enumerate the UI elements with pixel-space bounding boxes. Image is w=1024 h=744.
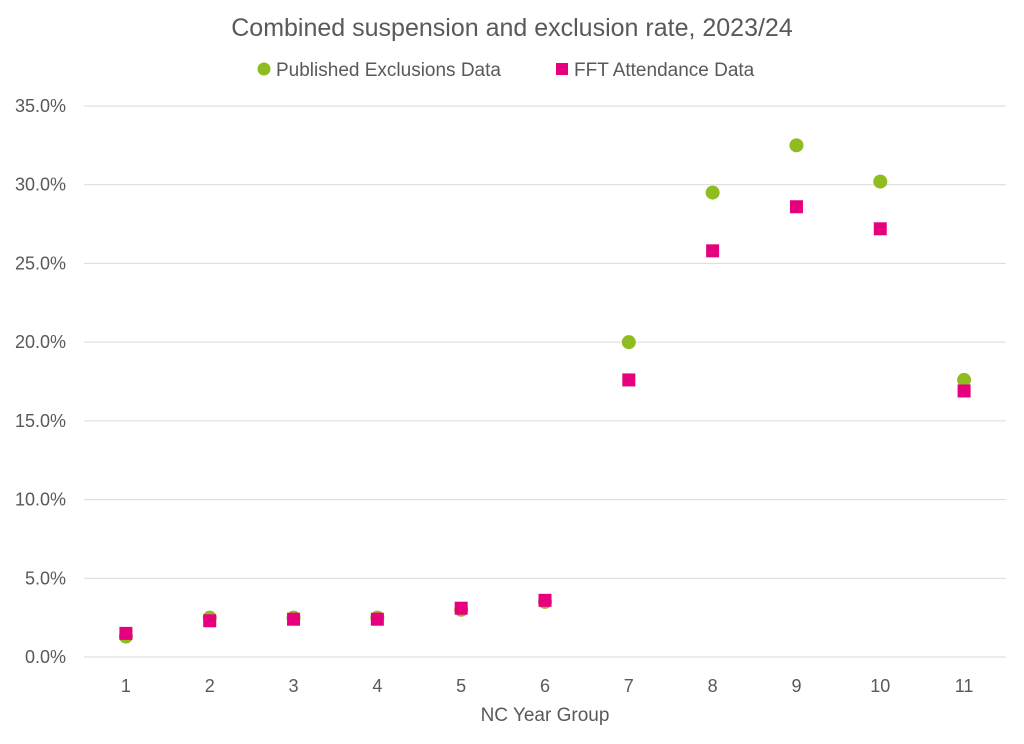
x-tick-label: 1 [121, 676, 131, 696]
x-tick-label: 3 [289, 676, 299, 696]
data-point-square [370, 612, 384, 626]
data-point-circle [957, 372, 972, 387]
data-point-square [622, 373, 636, 387]
x-tick-label: 10 [870, 676, 890, 696]
y-tick-label: 30.0% [15, 175, 66, 195]
y-tick-label: 15.0% [15, 411, 66, 431]
y-tick-label: 5.0% [25, 568, 66, 588]
data-point-circle [789, 138, 804, 153]
data-point-square [706, 244, 720, 258]
legend-label-published: Published Exclusions Data [276, 60, 501, 81]
data-point-circle [873, 174, 888, 189]
data-point-square [873, 222, 887, 236]
data-point-square [287, 612, 301, 626]
y-tick-label: 25.0% [15, 253, 66, 273]
y-tick-label: 0.0% [25, 647, 66, 667]
x-tick-label: 2 [205, 676, 215, 696]
data-point-circle [621, 335, 636, 350]
legend-marker-published [257, 62, 271, 76]
y-tick-label: 10.0% [15, 490, 66, 510]
data-point-circle [705, 185, 720, 200]
legend-label-fft: FFT Attendance Data [574, 60, 755, 81]
x-axis-title: NC Year Group [481, 705, 610, 726]
x-tick-label: 5 [456, 676, 466, 696]
legend: Published Exclusions Data FFT Attendance… [257, 60, 755, 81]
x-axis-ticks: 1 2 3 4 5 6 7 8 9 10 11 [121, 676, 974, 696]
data-point-square [454, 601, 468, 615]
data-point-square [957, 384, 971, 398]
x-tick-label: 11 [955, 676, 974, 696]
series-fft-attendance [119, 200, 971, 640]
data-point-square [538, 593, 552, 607]
x-tick-label: 8 [708, 676, 718, 696]
x-tick-label: 6 [540, 676, 550, 696]
x-tick-label: 7 [624, 676, 634, 696]
x-tick-label: 4 [372, 676, 382, 696]
chart-title: Combined suspension and exclusion rate, … [231, 14, 793, 42]
x-tick-label: 9 [791, 676, 801, 696]
series-published-exclusions [118, 138, 972, 644]
data-point-square [203, 614, 217, 628]
y-axis-ticks: 0.0% 5.0% 10.0% 15.0% 20.0% 25.0% 30.0% 35.0% [15, 96, 66, 667]
data-point-square [789, 200, 803, 214]
gridlines [84, 105, 1006, 658]
y-tick-label: 20.0% [15, 332, 66, 352]
y-tick-label: 35.0% [15, 96, 66, 116]
legend-marker-fft [556, 63, 568, 75]
data-series [118, 138, 972, 644]
data-point-square [119, 626, 133, 640]
